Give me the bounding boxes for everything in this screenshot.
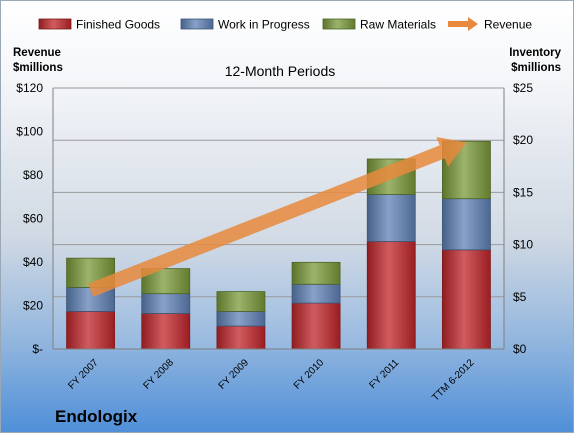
legend-swatch-arrow <box>448 17 478 31</box>
y-right-tick-label: $10 <box>513 238 533 252</box>
x-tick-label: FY 2011 <box>368 357 402 391</box>
bar-finished-goods <box>442 249 491 350</box>
legend-label: Revenue <box>484 18 532 32</box>
chart-title: 12-Month Periods <box>225 63 336 79</box>
y-left-label: Revenue <box>13 47 61 59</box>
y-right-tick-label: $25 <box>513 81 533 95</box>
bar-finished-goods <box>141 313 191 350</box>
bar-work-in-progress <box>291 283 341 304</box>
legend-swatch <box>38 18 72 30</box>
x-tick-label: FY 2010 <box>292 357 327 392</box>
legend: Finished Goods Work in Progress Raw Materi… <box>38 17 532 32</box>
bar-work-in-progress <box>216 311 266 327</box>
legend-label: Finished Goods <box>76 18 160 32</box>
bar-finished-goods <box>66 311 115 350</box>
bar-finished-goods <box>216 325 266 350</box>
bar-work-in-progress <box>366 194 416 242</box>
y-right-tick-label: $20 <box>513 133 533 147</box>
y-right-label: Inventory <box>509 47 561 59</box>
y-left-label-unit: $millions <box>13 62 63 74</box>
plot-area <box>53 87 504 350</box>
bar-work-in-progress <box>442 198 491 251</box>
y-right-tick-label: $15 <box>513 185 533 199</box>
x-tick-label: TTM 6-2012 <box>430 357 477 404</box>
bar-work-in-progress <box>141 293 191 314</box>
x-tick-label: FY 2008 <box>141 357 176 392</box>
y-left-tick-label: $120 <box>16 81 43 95</box>
legend-label: Work in Progress <box>218 18 310 32</box>
company-name: Endologix <box>55 407 138 426</box>
y-left-tick-label: $60 <box>23 212 43 226</box>
revenue-arrow <box>88 137 467 297</box>
legend-swatch <box>322 18 356 30</box>
y-left-tick-label: $20 <box>23 299 43 313</box>
y-right-tick-label: $0 <box>513 342 527 356</box>
bar-raw-materials <box>291 261 341 285</box>
bar-raw-materials <box>216 291 266 312</box>
bar-finished-goods <box>291 302 341 350</box>
y-left-tick-label: $40 <box>23 255 43 269</box>
y-left-tick-label: $80 <box>23 168 43 182</box>
y-right-tick-label: $5 <box>513 290 527 304</box>
x-tick-label: FY 2007 <box>66 357 101 392</box>
legend-swatch <box>180 18 214 30</box>
y-right-label-unit: $millions <box>511 62 561 74</box>
legend-label: Raw Materials <box>360 18 436 32</box>
y-left-tick-label: $- <box>32 342 43 356</box>
x-tick-label: FY 2009 <box>217 357 252 392</box>
y-left-tick-label: $100 <box>16 125 43 139</box>
bar-finished-goods <box>366 241 416 350</box>
